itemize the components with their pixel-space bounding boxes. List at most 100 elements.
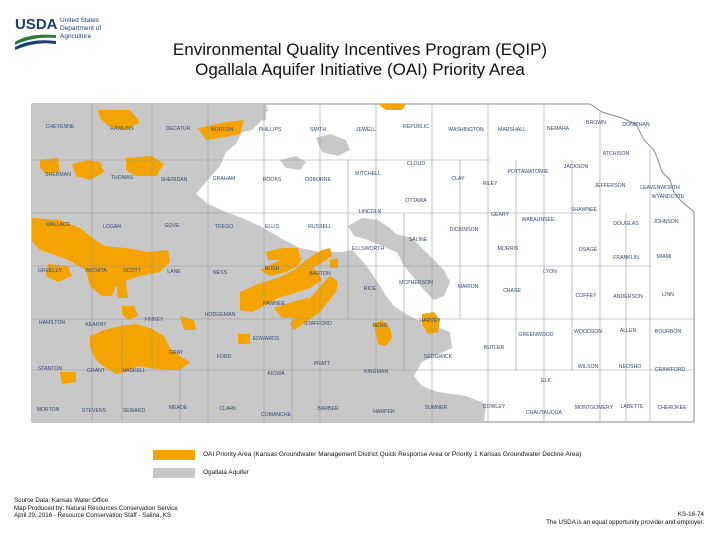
county-label-barton: BARTON: [309, 271, 331, 277]
county-label-jewell: JEWELL: [356, 127, 376, 133]
county-label-ness: NESS: [213, 270, 228, 276]
county-label-decatur: DECATUR: [166, 126, 191, 132]
county-label-edwards: EDWARDS: [253, 336, 280, 342]
county-label-barber: BARBER: [317, 406, 339, 412]
county-label-neosho: NEOSHO: [619, 364, 641, 370]
county-label-pratt: PRATT: [314, 361, 331, 367]
county-label-crawford: CRAWFORD: [655, 367, 686, 373]
county-label-gray: GRAY: [169, 350, 184, 356]
county-label-ellis: ELLIS: [265, 224, 280, 230]
county-label-chautauqua: CHAUTAUQUA: [526, 410, 562, 416]
county-label-gove: GOVE: [165, 223, 181, 229]
county-label-cheyenne: CHEYENNE: [46, 124, 75, 130]
county-label-wabaunsee: WABAUNSEE: [522, 217, 555, 223]
county-label-doniphan: DONIPHAN: [622, 122, 650, 128]
county-label-sumner: SUMNER: [425, 405, 448, 411]
county-label-graham: GRAHAM: [213, 176, 236, 182]
county-label-cherokee: CHEROKEE: [657, 405, 687, 411]
county-label-coffey: COFFEY: [575, 293, 597, 299]
county-label-clay: CLAY: [451, 176, 465, 182]
county-label-comanche: COMANCHE: [261, 412, 292, 418]
source-credits: Source Data: Kansas Water Office Map Pro…: [14, 497, 178, 520]
county-label-atchison: ATCHISON: [603, 151, 630, 157]
county-label-jackson: JACKSON: [564, 164, 589, 170]
county-label-linn: LINN: [662, 292, 674, 298]
map-title-line2: Ogallala Aquifer Initiative (OAI) Priori…: [195, 60, 525, 79]
county-label-jefferson: JEFFERSON: [595, 183, 626, 189]
county-label-labette: LABETTE: [620, 404, 644, 410]
county-label-reno: RENO: [373, 323, 388, 329]
county-label-wilson: WILSON: [578, 364, 599, 370]
county-label-wyandotte: WYANDOTTE: [652, 194, 685, 200]
county-label-anderson: ANDERSON: [613, 294, 643, 300]
county-label-cloud: CLOUD: [407, 161, 425, 167]
county-label-clark: CLARK: [219, 406, 237, 412]
county-label-wallace: WALLACE: [46, 222, 71, 228]
county-label-riley: RILEY: [483, 181, 499, 187]
county-label-sedgwick: SEDGWICK: [424, 354, 453, 360]
county-label-greeley: GREELEY: [38, 268, 63, 274]
county-label-grant: GRANT: [87, 368, 106, 374]
county-label-pottawatomie: POTTAWATOMIE: [508, 169, 549, 175]
kansas-county-map: CHEYENNE RAWLINS DECATUR NORTON PHILLIPS…: [31, 103, 695, 423]
county-label-rooks: ROOKS: [263, 177, 282, 183]
agency-name: United States Department of Agriculture: [60, 17, 102, 40]
county-label-franklin: FRANKLIN: [613, 255, 639, 261]
county-label-lyon: LYON: [543, 269, 557, 275]
usda-logo: USDA United States Department of Agricul…: [14, 14, 124, 50]
map-id-and-notice: KS-16-74 The USDA is an equal opportunit…: [546, 511, 704, 526]
county-label-woodson: WOODSON: [574, 329, 602, 335]
county-label-wichita: WICHITA: [85, 268, 107, 274]
county-label-logan: LOGAN: [103, 224, 121, 230]
county-label-shawnee: SHAWNEE: [571, 207, 598, 213]
county-label-harper: HARPER: [373, 409, 395, 415]
county-label-washington: WASHINGTON: [448, 127, 484, 133]
legend-label-priority: OAI Priority Area (Kansas Groundwater Ma…: [203, 451, 582, 458]
county-label-thomas: THOMAS: [111, 175, 134, 181]
county-label-harvey: HARVEY: [419, 318, 441, 324]
county-label-osborne: OSBORNE: [305, 177, 331, 183]
county-label-morton: MORTON: [37, 407, 60, 413]
county-label-scott: SCOTT: [123, 268, 141, 274]
county-label-brown: BROWN: [586, 120, 606, 126]
priority-area: [32, 104, 440, 384]
county-label-rawlins: RAWLINS: [110, 126, 134, 132]
county-label-sherman: SHERMAN: [45, 172, 71, 178]
county-label-kiowa: KIOWA: [267, 371, 285, 377]
county-label-stanton: STANTON: [38, 366, 63, 372]
county-label-leavenworth: LEAVENWORTH: [640, 185, 680, 191]
county-label-finney: FINNEY: [144, 317, 164, 323]
county-label-marshall: MARSHALL: [498, 127, 526, 133]
legend-label-aquifer: Ogallala Aquifer: [203, 469, 249, 476]
county-label-osage: OSAGE: [579, 247, 598, 253]
county-label-greenwood: GREENWOOD: [518, 332, 553, 338]
county-label-chase: CHASE: [503, 288, 521, 294]
county-label-rush: RUSH: [265, 266, 280, 272]
map-title-line1: Environmental Quality Incentives Program…: [172, 40, 548, 59]
county-label-lane: LANE: [167, 269, 181, 275]
legend-swatch-aquifer: [153, 468, 195, 478]
county-label-elk: ELK: [541, 378, 551, 384]
county-label-miami: MIAMI: [657, 254, 672, 260]
county-label-meade: MEADE: [169, 405, 188, 411]
county-label-ottawa: OTTAWA: [405, 198, 427, 204]
county-label-mitchell: MITCHELL: [355, 171, 381, 177]
legend-swatch-priority: [153, 450, 195, 460]
county-label-russell: RUSSELL: [308, 224, 332, 230]
county-label-douglas: DOUGLAS: [613, 221, 639, 227]
county-label-rice: RICE: [364, 286, 377, 292]
county-label-morris: MORRIS: [498, 246, 519, 252]
county-label-republic: REPUBLIC: [403, 124, 429, 130]
county-label-marion: MARION: [458, 284, 479, 290]
county-label-cowley: COWLEY: [483, 404, 506, 410]
county-label-smith: SMITH: [310, 127, 326, 133]
usda-logo-letters: USDA: [15, 16, 58, 33]
county-label-geary: GEARY: [491, 212, 510, 218]
county-label-mcpherson: MCPHERSON: [399, 280, 433, 286]
county-label-stevens: STEVENS: [82, 408, 107, 414]
county-label-nemaha: NEMAHA: [547, 126, 570, 132]
county-label-lincoln: LINCOLN: [359, 209, 382, 215]
county-label-norton: NORTON: [211, 127, 234, 133]
county-label-johnson: JOHNSON: [653, 219, 679, 225]
